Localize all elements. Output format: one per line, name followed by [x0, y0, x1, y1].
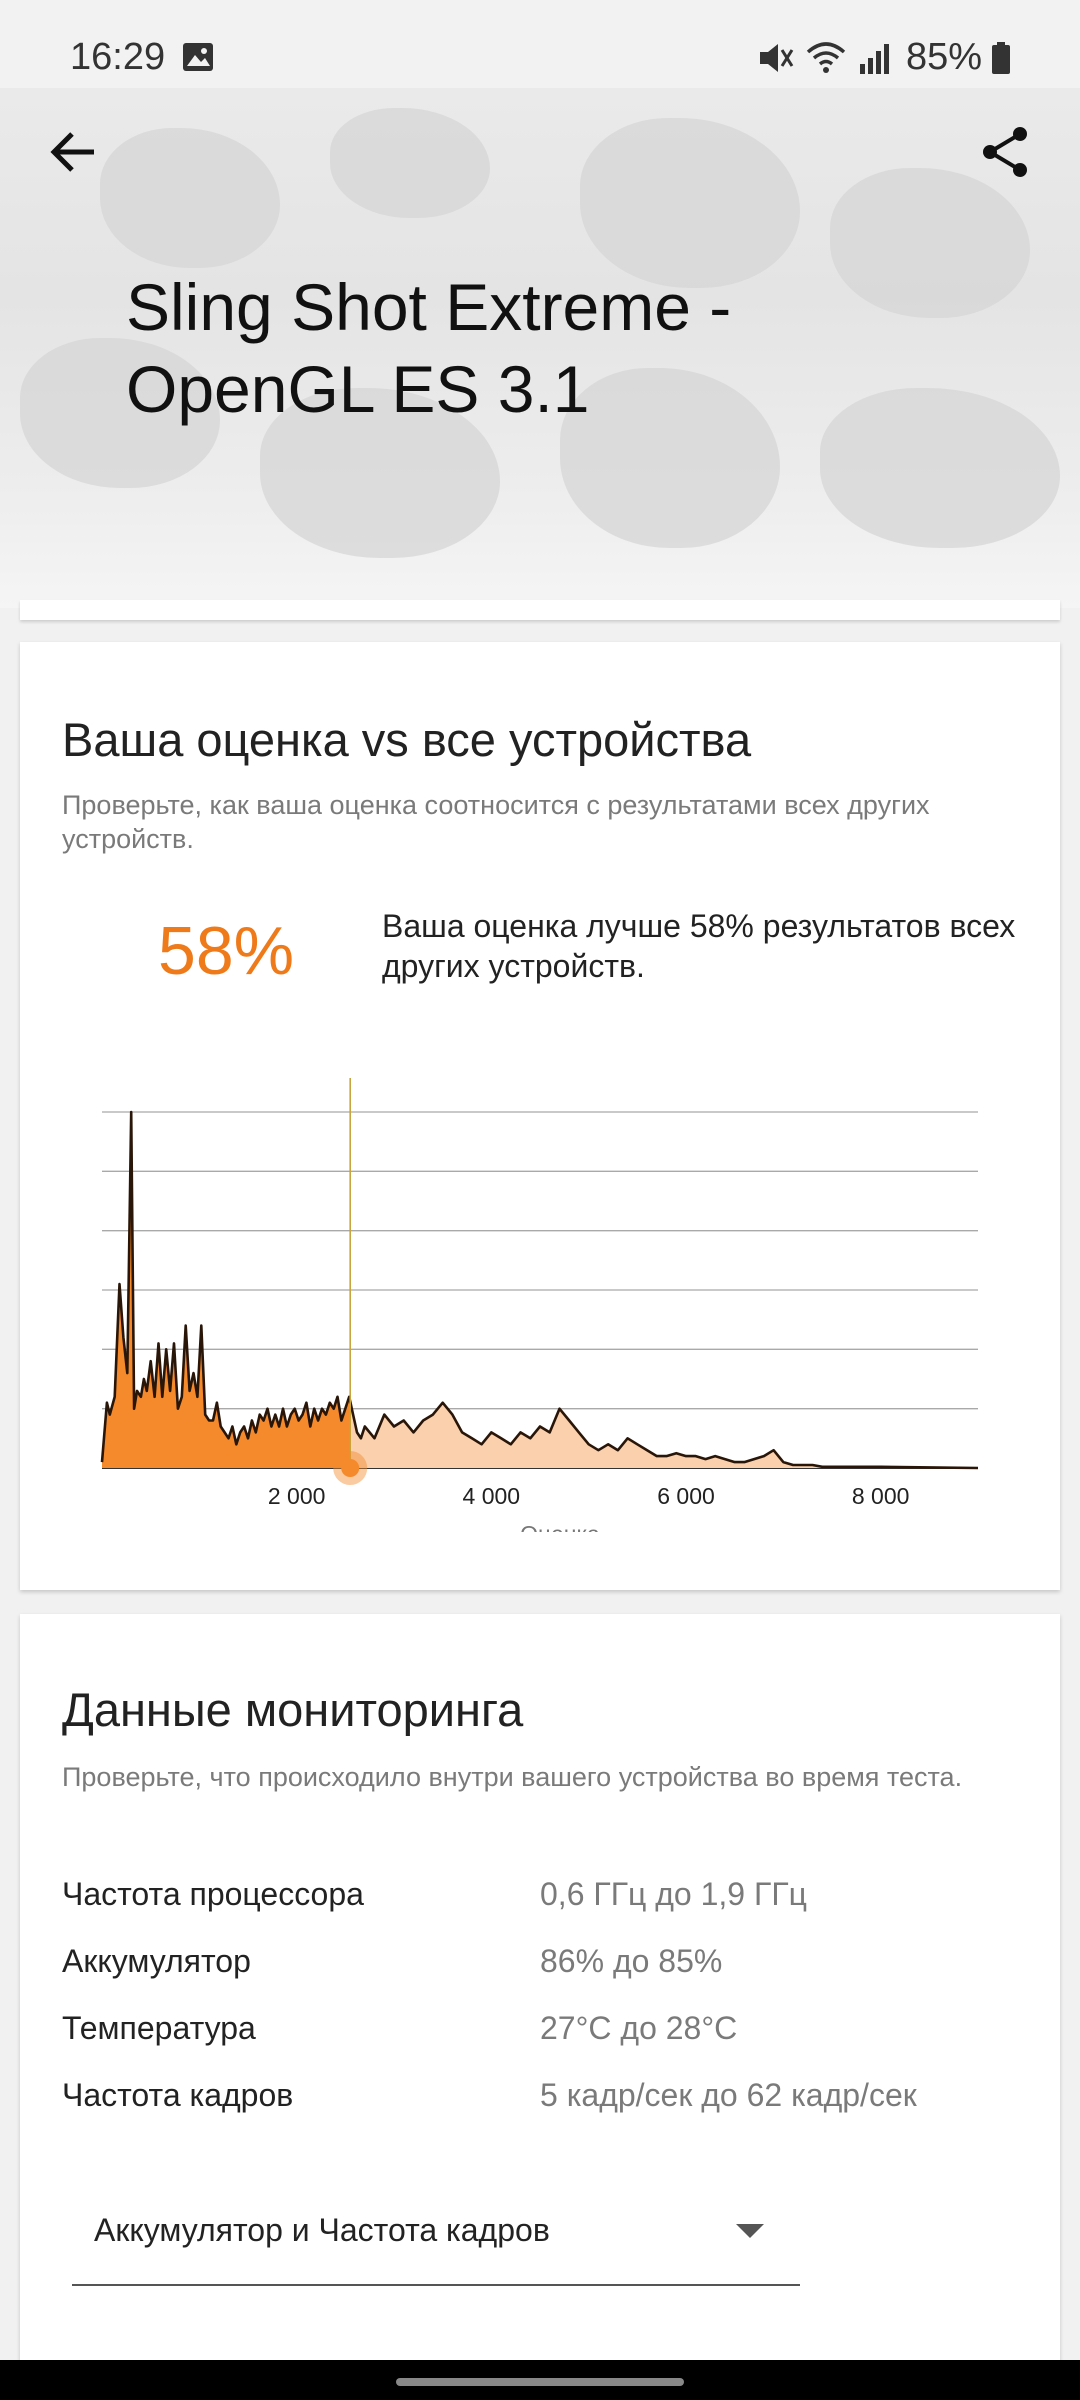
- monitoring-label: Аккумулятор: [62, 1943, 251, 1979]
- monitoring-title: Данные мониторинга: [62, 1683, 524, 1736]
- status-bar: 16:29 85%: [0, 0, 1080, 88]
- status-right: 85%: [756, 36, 1010, 79]
- x-tick-label: 4 000: [463, 1483, 521, 1509]
- mute-icon: [759, 43, 794, 72]
- monitoring-card: Данные мониторинга Проверьте, что происх…: [20, 1614, 1060, 2374]
- page-title: Sling Shot Extreme - OpenGL ES 3.1: [126, 270, 732, 426]
- x-tick-label: 6 000: [657, 1483, 715, 1509]
- monitoring-row-framerate: Частота кадров 5 кадр/сек до 62 кадр/сек: [62, 2077, 1022, 2127]
- score-percent: 58%: [158, 913, 295, 989]
- bg-rock: [580, 118, 800, 288]
- your-score-marker: [341, 1459, 360, 1477]
- score-distribution-chart: 2 000 4 000 6 000 8 000 Оценка: [100, 1078, 979, 1532]
- share-icon[interactable]: [976, 122, 1036, 182]
- back-arrow-icon[interactable]: [44, 122, 104, 182]
- system-nav-bar: [0, 2360, 1080, 2400]
- monitoring-label: Частота процессора: [62, 1876, 364, 1912]
- header-banner: Sling Shot Extreme - OpenGL ES 3.1: [0, 88, 1080, 608]
- bg-rock: [20, 338, 220, 488]
- x-axis-ticks: 2 000 4 000 6 000 8 000: [268, 1483, 910, 1509]
- monitoring-label: Температура: [62, 2010, 256, 2046]
- score-card-subtitle: Проверьте, как ваша оценка соотносится с…: [62, 790, 930, 854]
- bg-rock: [330, 108, 490, 218]
- monitoring-row-battery: Аккумулятор 86% до 85%: [62, 1943, 1022, 1993]
- score-percent-description: Ваша оценка лучше 58% результатов всех д…: [382, 908, 1016, 984]
- dropdown-selected-value: Аккумулятор и Частота кадров: [94, 2212, 550, 2248]
- home-gesture-handle[interactable]: [396, 2378, 684, 2386]
- chart-grid: [102, 1111, 978, 1469]
- signal-icon: [859, 43, 889, 74]
- previous-card-edge: [20, 600, 1060, 620]
- score-comparison-card: Ваша оценка vs все устройства Проверьте,…: [20, 642, 1060, 1590]
- bg-rock: [820, 388, 1060, 548]
- x-tick-label: 2 000: [268, 1483, 326, 1509]
- monitoring-row-temperature: Температура 27°C до 28°C: [62, 2010, 1022, 2060]
- dropdown-arrow-icon: [736, 2224, 764, 2238]
- monitoring-value: 86% до 85%: [540, 1943, 723, 1979]
- monitoring-row-cpu: Частота процессора 0,6 ГГц до 1,9 ГГц: [62, 1876, 1022, 1926]
- battery-percent: 85%: [905, 36, 982, 78]
- monitoring-value: 5 кадр/сек до 62 кадр/сек: [540, 2077, 917, 2113]
- bg-rock: [560, 368, 780, 548]
- bg-rock: [260, 388, 500, 558]
- status-time: 16:29: [70, 36, 166, 78]
- wifi-icon: [806, 41, 846, 73]
- score-card-title: Ваша оценка vs все устройства: [62, 713, 752, 766]
- gallery-notification-icon: [183, 43, 213, 71]
- battery-icon: [992, 41, 1010, 74]
- chart-type-dropdown[interactable]: Аккумулятор и Частота кадров: [72, 2180, 800, 2286]
- distribution-outline: [100, 1110, 979, 1470]
- monitoring-value: 27°C до 28°C: [540, 2010, 738, 2046]
- bg-rock: [100, 128, 280, 268]
- monitoring-label: Частота кадров: [62, 2077, 294, 2113]
- x-tick-label: 8 000: [852, 1483, 910, 1509]
- monitoring-subtitle: Проверьте, что происходило внутри вашего…: [62, 1762, 963, 1792]
- x-axis-label: Оценка: [520, 1521, 600, 1532]
- monitoring-value: 0,6 ГГц до 1,9 ГГц: [540, 1876, 807, 1912]
- bg-rock: [830, 168, 1030, 318]
- distribution-area-above-score: [350, 1401, 978, 1468]
